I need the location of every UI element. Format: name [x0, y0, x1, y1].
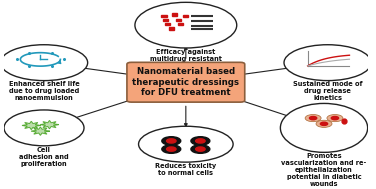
Circle shape	[316, 120, 332, 127]
Bar	[178, 23, 183, 26]
Text: Cell
adhesion and
proliferation: Cell adhesion and proliferation	[19, 147, 69, 167]
Circle shape	[191, 145, 210, 153]
Bar	[161, 15, 167, 17]
Bar	[169, 27, 174, 29]
Bar	[165, 23, 170, 26]
Circle shape	[167, 147, 176, 151]
Ellipse shape	[284, 45, 371, 81]
Circle shape	[309, 116, 317, 120]
Circle shape	[191, 137, 210, 145]
Ellipse shape	[139, 126, 233, 162]
Bar	[183, 15, 188, 17]
Polygon shape	[40, 121, 59, 129]
Text: Nanomaterial based
therapeutic dressings
for DFU treatment: Nanomaterial based therapeutic dressings…	[132, 67, 240, 97]
Ellipse shape	[4, 110, 84, 146]
Ellipse shape	[280, 103, 368, 152]
Polygon shape	[31, 127, 50, 135]
Text: Reduces toxicity
to normal cells: Reduces toxicity to normal cells	[155, 163, 217, 176]
Circle shape	[305, 115, 321, 122]
Circle shape	[320, 122, 327, 125]
Text: Promotes
vascularization and re-
epithelialzation
potential in diabetic
wounds: Promotes vascularization and re- epithel…	[281, 153, 367, 187]
Circle shape	[162, 145, 181, 153]
Circle shape	[327, 115, 343, 122]
Bar	[176, 19, 181, 21]
Circle shape	[162, 137, 181, 145]
FancyBboxPatch shape	[127, 62, 245, 102]
Ellipse shape	[0, 45, 88, 81]
Polygon shape	[22, 121, 40, 129]
Circle shape	[331, 116, 338, 120]
Ellipse shape	[135, 2, 237, 48]
Circle shape	[196, 139, 205, 143]
Text: Efficacy against
multidrug resistant
strains: Efficacy against multidrug resistant str…	[150, 49, 222, 69]
Text: Enhanced shelf life
due to drug loaded
nanoemmulsion: Enhanced shelf life due to drug loaded n…	[9, 81, 79, 101]
Bar	[172, 13, 177, 16]
Bar	[163, 19, 168, 21]
Text: Sustained mode of
drug release
kinetics: Sustained mode of drug release kinetics	[293, 81, 362, 101]
Circle shape	[196, 147, 205, 151]
Circle shape	[167, 139, 176, 143]
